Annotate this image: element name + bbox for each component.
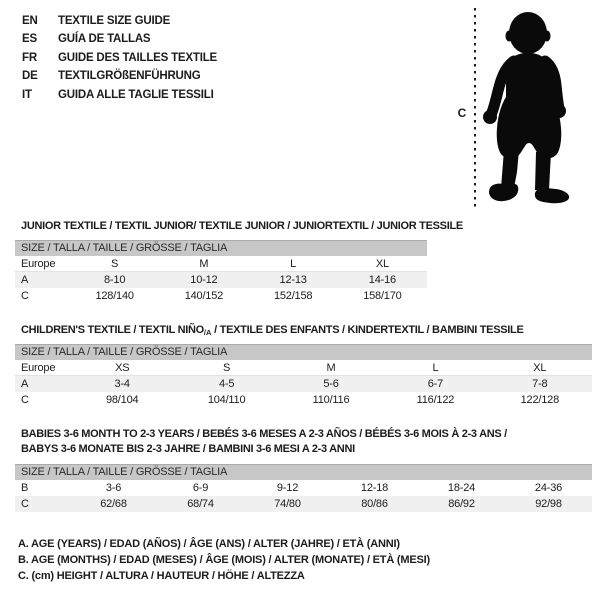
table-cell: 80/86: [361, 498, 388, 510]
table-cell: 122/128: [520, 394, 560, 406]
table-cell: 18-24: [447, 482, 476, 494]
table-row: A 3-4 4-5 5-6 6-7 7-8: [15, 376, 592, 392]
legend-line-b: B. AGE (MONTHS) / EDAD (MESES) / ÂGE (MO…: [18, 554, 430, 567]
row-label: C: [21, 290, 29, 302]
table-cell: 68/74: [187, 498, 214, 510]
table-cell: S: [111, 258, 119, 270]
table-cell: 7-8: [532, 378, 548, 390]
table-row: B 3-6 6-9 9-12 12-18 18-24 24-36: [15, 480, 592, 496]
table-cell: 4-5: [218, 378, 235, 390]
table-cell: 98/104: [105, 394, 139, 406]
section-title-children-post: / TEXTILE DES ENFANTS / KINDERTEXTIL / B…: [211, 324, 524, 336]
table-cell: 6-7: [427, 378, 444, 390]
table-cell: L: [290, 258, 297, 270]
table-cell: 74/80: [274, 498, 301, 510]
table-cell: 9-12: [276, 482, 299, 494]
children-size-table: SIZE / TALLA / TAILLE / GRÖSSE / TAGLIA …: [15, 344, 592, 408]
language-row-en: EN TEXTILE SIZE GUIDE: [22, 12, 217, 30]
table-cell: 6-9: [192, 482, 209, 494]
legend-line-c: C. (cm) HEIGHT / ALTURA / HAUTEUR / HÖHE…: [18, 570, 305, 583]
language-code: EN: [22, 15, 38, 27]
table-cell: 104/110: [207, 394, 246, 406]
section-title-junior: JUNIOR TEXTILE / TEXTIL JUNIOR/ TEXTILE …: [21, 220, 463, 232]
table-cell: 110/116: [312, 394, 350, 406]
section-title-children-pre: CHILDREN'S TEXTILE / TEXTIL NIÑO: [21, 324, 204, 336]
row-label: B: [21, 482, 29, 494]
row-label: A: [21, 274, 29, 286]
row-label: C: [21, 394, 29, 406]
language-code: DE: [22, 70, 38, 83]
table-cell: 3-6: [105, 482, 122, 494]
legend: A. AGE (YEARS) / EDAD (AÑOS) / ÂGE (ANS)…: [18, 536, 430, 585]
table-row: C 98/104 104/110 110/116 116/122 122/128: [15, 392, 592, 408]
size-header-bar: SIZE / TALLA / TAILLE / GRÖSSE / TAGLIA: [15, 344, 592, 360]
language-row-es: ES GUÍA DE TALLAS: [22, 30, 217, 48]
section-title-children-sub: /A: [203, 328, 212, 337]
table-cell: S: [223, 362, 231, 374]
language-code: ES: [22, 33, 37, 46]
size-header-bar: SIZE / TALLA / TAILLE / GRÖSSE / TAGLIA: [15, 240, 427, 256]
language-title: TEXTILGRÖßENFÜHRUNG: [58, 70, 201, 83]
language-title: GUÍA DE TALLAS: [58, 33, 151, 46]
section-title-children: CHILDREN'S TEXTILE / TEXTIL NIÑO/A / TEX…: [21, 323, 524, 340]
table-cell: 8-10: [104, 274, 126, 286]
table-cell: 140/152: [184, 290, 224, 302]
table-cell: 5-6: [323, 378, 339, 390]
babies-size-table: SIZE / TALLA / TAILLE / GRÖSSE / TAGLIA …: [15, 464, 592, 512]
language-code: IT: [22, 88, 32, 101]
table-cell: 24-36: [534, 482, 563, 494]
language-row-fr: FR GUIDE DES TAILLES TEXTILE: [22, 49, 217, 67]
table-cell: 12-18: [360, 482, 389, 494]
table-row: Europe S M L XL: [15, 256, 427, 272]
row-label: Europe: [21, 258, 56, 270]
language-code: FR: [22, 51, 37, 64]
measurement-figure: C: [440, 0, 600, 220]
baby-silhouette: [483, 12, 570, 204]
table-cell: L: [432, 362, 439, 374]
table-cell: XS: [115, 362, 130, 374]
table-row: Europe XS S M L XL: [15, 360, 592, 376]
row-label: A: [21, 378, 29, 390]
height-measure-label: C: [457, 106, 467, 120]
toddler-silhouette-illustration: [474, 8, 570, 210]
language-title: TEXTILE SIZE GUIDE: [58, 15, 171, 27]
language-title: GUIDA ALLE TAGLIE TESSILI: [58, 88, 214, 101]
table-cell: XL: [375, 258, 389, 270]
table-row: C 128/140 140/152 152/158 158/170: [15, 288, 427, 304]
table-row: C 62/68 68/74 74/80 80/86 86/92 92/98: [15, 496, 592, 512]
table-cell: 3-4: [114, 378, 131, 390]
row-label: Europe: [21, 362, 56, 374]
table-cell: 14-16: [368, 274, 396, 286]
language-row-de: DE TEXTILGRÖßENFÜHRUNG: [22, 67, 217, 85]
table-cell: M: [199, 258, 209, 270]
table-cell: M: [326, 362, 336, 374]
table-cell: 158/170: [363, 290, 402, 302]
table-cell: XL: [533, 362, 547, 374]
table-cell: 10-12: [190, 274, 218, 286]
section-title-babies: BABIES 3-6 MONTH TO 2-3 YEARS / BEBÉS 3-…: [21, 427, 507, 457]
size-header-bar: SIZE / TALLA / TAILLE / GRÖSSE / TAGLIA: [15, 464, 592, 480]
language-list: EN TEXTILE SIZE GUIDE ES GUÍA DE TALLAS …: [22, 12, 217, 104]
table-cell: 116/122: [416, 394, 455, 406]
language-title: GUIDE DES TAILLES TEXTILE: [58, 51, 217, 64]
table-row: A 8-10 10-12 12-13 14-16: [15, 272, 427, 288]
legend-line-a: A. AGE (YEARS) / EDAD (AÑOS) / ÂGE (ANS)…: [18, 538, 400, 550]
table-cell: 86/92: [448, 498, 475, 510]
section-title-babies-line2: BABYS 3-6 MONATE BIS 2-3 JAHRE / BAMBINI…: [21, 443, 355, 455]
language-row-it: IT GUIDA ALLE TAGLIE TESSILI: [22, 86, 217, 104]
table-cell: 152/158: [273, 290, 313, 302]
table-cell: 128/140: [95, 290, 134, 302]
table-cell: 12-13: [279, 274, 307, 286]
junior-size-table: SIZE / TALLA / TAILLE / GRÖSSE / TAGLIA …: [15, 240, 427, 304]
table-cell: 92/98: [535, 498, 562, 510]
row-label: C: [21, 498, 29, 510]
table-cell: 62/68: [100, 498, 127, 510]
section-title-babies-line1: BABIES 3-6 MONTH TO 2-3 YEARS / BEBÉS 3-…: [21, 428, 507, 440]
